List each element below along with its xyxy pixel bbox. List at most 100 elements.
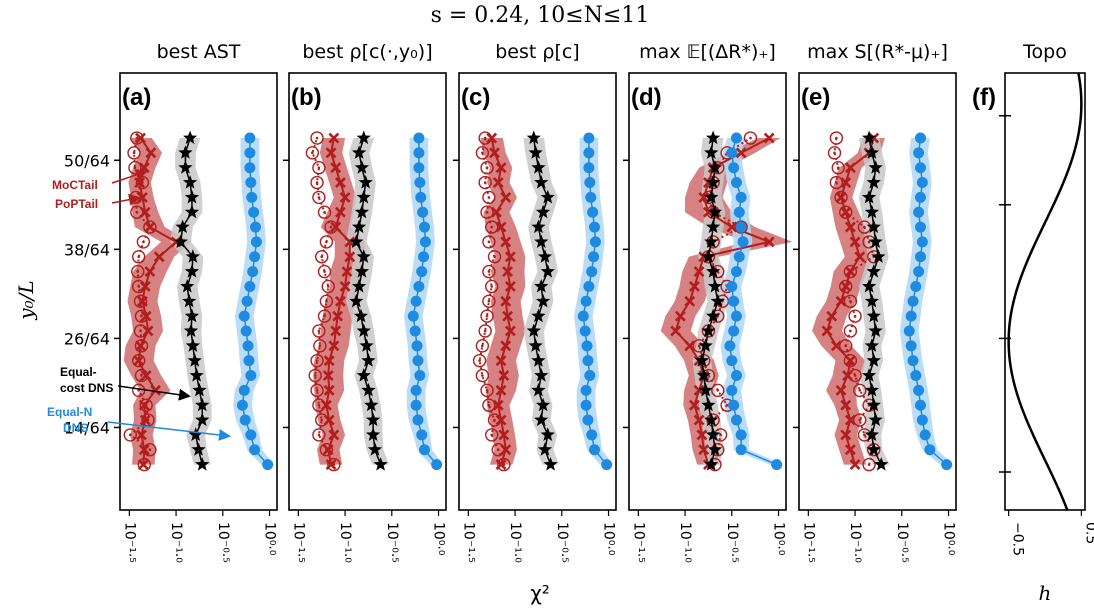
marker-equal-n bbox=[913, 384, 925, 396]
marker-equal-n bbox=[419, 221, 431, 233]
marker-poptail-dot bbox=[137, 285, 140, 288]
marker-moctail bbox=[490, 206, 502, 218]
marker-moctail bbox=[498, 429, 510, 441]
marker-moctail bbox=[688, 281, 700, 292]
marker-poptail-dot bbox=[142, 463, 146, 466]
marker-equal-n bbox=[262, 459, 274, 471]
topo-line bbox=[1007, 72, 1083, 511]
marker-moctail bbox=[684, 340, 696, 352]
marker-x-b bbox=[150, 384, 161, 396]
marker-poptail-dot bbox=[137, 255, 140, 259]
y-axis-label: y₀/L bbox=[14, 280, 38, 320]
marker-equal-n bbox=[730, 177, 742, 189]
marker-poptail bbox=[312, 161, 326, 175]
marker-poptail bbox=[317, 264, 332, 279]
marker-moctail bbox=[844, 444, 856, 456]
marker-x-b bbox=[339, 281, 351, 292]
marker-equal-cost bbox=[705, 219, 721, 234]
marker-equal-n bbox=[417, 206, 429, 218]
marker-equal-n bbox=[905, 310, 917, 322]
marker-equal-cost bbox=[534, 234, 549, 248]
marker-equal-cost bbox=[534, 278, 549, 293]
marker-poptail bbox=[312, 190, 326, 205]
marker-equal-n bbox=[730, 370, 742, 382]
marker-poptail-dot bbox=[725, 403, 729, 407]
marker-moctail bbox=[840, 429, 852, 441]
x-tick-label: 0.5 bbox=[1082, 522, 1094, 544]
marker-poptail-dot bbox=[148, 448, 152, 452]
marker-equal-n bbox=[914, 162, 926, 174]
marker-poptail-dot bbox=[135, 210, 139, 214]
marker-poptail bbox=[310, 131, 324, 145]
marker-equal-cost bbox=[192, 382, 207, 397]
marker-poptail-dot bbox=[137, 359, 140, 362]
marker-equal-cost bbox=[361, 382, 376, 397]
marker-x-b bbox=[330, 325, 342, 337]
panel-letter: (d) bbox=[631, 84, 662, 111]
x-tick-label: 10⁻⁰·⁵ bbox=[384, 522, 400, 563]
marker-x-b bbox=[504, 325, 516, 337]
marker-equal-n bbox=[238, 310, 250, 322]
panel-b: best ρ[c(·,y₀)] 10⁻¹·⁵ 10⁻¹·⁰ 10⁻⁰·⁵ 10⁰·⁰ (b… bbox=[283, 41, 447, 563]
marker-equal-cost bbox=[178, 145, 193, 159]
marker-poptail-dot bbox=[849, 270, 852, 273]
marker-equal-cost bbox=[871, 249, 886, 263]
marker-poptail-dot bbox=[490, 433, 494, 437]
marker-moctail bbox=[688, 399, 700, 411]
marker-equal-cost bbox=[531, 353, 546, 367]
marker-poptail bbox=[480, 205, 494, 219]
marker-poptail-dot bbox=[849, 359, 852, 362]
marker-equal-cost bbox=[705, 427, 721, 441]
marker-equal-cost bbox=[861, 368, 877, 382]
marker-equal-n bbox=[579, 325, 591, 337]
marker-moctail bbox=[495, 221, 507, 233]
marker-x-b bbox=[341, 266, 353, 278]
marker-equal-cost bbox=[704, 412, 719, 427]
marker-moctail bbox=[495, 355, 507, 367]
x-tick-label: 10⁻¹·⁰ bbox=[847, 522, 863, 563]
marker-poptail bbox=[853, 383, 867, 398]
marker-poptail bbox=[475, 368, 490, 383]
marker-poptail bbox=[313, 339, 327, 353]
marker-equal-n bbox=[412, 355, 424, 367]
marker-equal-cost bbox=[707, 442, 723, 456]
marker-moctail bbox=[698, 444, 710, 456]
marker-equal-n bbox=[412, 414, 424, 426]
marker-poptail bbox=[827, 146, 842, 160]
marker-equal-n bbox=[248, 206, 260, 218]
marker-poptail-dot bbox=[146, 418, 150, 422]
marker-equal-cost bbox=[698, 382, 713, 397]
marker-poptail bbox=[319, 294, 334, 308]
marker-moctail bbox=[323, 384, 335, 396]
marker-equal-cost bbox=[351, 278, 367, 293]
marker-equal-n bbox=[419, 444, 431, 456]
marker-poptail bbox=[482, 264, 496, 279]
marker-poptail-dot bbox=[844, 344, 848, 348]
marker-poptail-dot bbox=[318, 344, 322, 348]
marker-equal-n bbox=[914, 221, 926, 233]
marker-poptail bbox=[862, 457, 876, 472]
marker-poptail bbox=[843, 264, 858, 279]
marker-poptail-dot bbox=[485, 314, 489, 318]
marker-x-b bbox=[334, 206, 346, 218]
marker-equal-n bbox=[410, 384, 422, 396]
marker-equal-n bbox=[914, 191, 926, 203]
marker-moctail bbox=[145, 147, 157, 159]
marker-moctail bbox=[849, 236, 861, 248]
marker-poptail-dot bbox=[139, 329, 142, 333]
marker-poptail-dot bbox=[849, 299, 852, 303]
marker-poptail-dot bbox=[136, 270, 140, 273]
marker-poptail-dot bbox=[485, 166, 489, 170]
marker-equal-cost bbox=[365, 412, 381, 427]
marker-equal-n bbox=[589, 221, 601, 233]
marker-equal-n bbox=[413, 147, 425, 159]
marker-equal-cost bbox=[866, 175, 881, 189]
panel-letter: (c) bbox=[461, 84, 490, 111]
marker-x-b bbox=[325, 147, 337, 159]
marker-poptail bbox=[130, 205, 144, 219]
marker-poptail-dot bbox=[317, 403, 321, 407]
marker-moctail bbox=[674, 310, 686, 322]
marker-equal-cost bbox=[535, 397, 551, 412]
marker-equal-n bbox=[250, 221, 262, 233]
